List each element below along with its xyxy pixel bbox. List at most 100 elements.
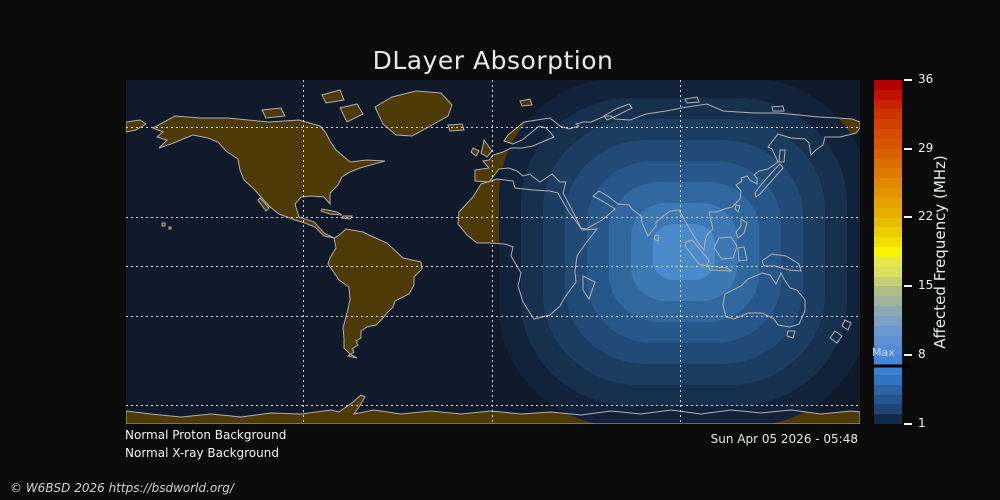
colorbar-tick-mark xyxy=(904,285,912,288)
landmass xyxy=(258,198,269,211)
colorbar-segment xyxy=(874,286,902,297)
colorbar-tick-mark xyxy=(904,422,912,425)
landmass xyxy=(778,149,786,163)
max-arrow-icon xyxy=(874,361,913,371)
xray-status-line: Normal X-ray Background xyxy=(125,446,279,460)
colorbar-segment xyxy=(874,129,902,140)
landmass xyxy=(737,246,748,262)
proton-status-line: Normal Proton Background xyxy=(125,428,287,442)
colorbar-segment xyxy=(874,119,902,130)
landmass xyxy=(480,138,493,158)
colorbar-tick-label: 15 xyxy=(918,278,934,293)
landmass xyxy=(474,103,860,252)
longitude-gridline xyxy=(303,80,304,424)
colorbar-segment xyxy=(874,227,902,238)
latitude-gridline xyxy=(126,217,860,218)
landmass xyxy=(771,105,785,112)
landmass xyxy=(126,119,147,133)
figure-title: DLayer Absorption xyxy=(372,46,614,75)
max-label: Max xyxy=(872,346,895,359)
colorbar-segment xyxy=(874,296,902,307)
landmass xyxy=(261,107,286,119)
landmass xyxy=(126,394,860,424)
colorbar-segment xyxy=(874,355,902,366)
colorbar-segment xyxy=(874,138,902,150)
landmass xyxy=(328,229,422,358)
landmass xyxy=(327,228,423,359)
colorbar-segment xyxy=(874,306,902,317)
colorbar-segment xyxy=(874,188,902,199)
longitude-gridline xyxy=(492,80,493,424)
max-frequency-marker: Max xyxy=(872,346,918,372)
landmass xyxy=(722,271,806,328)
colorbar-segment xyxy=(874,266,902,278)
colorbar-segment xyxy=(874,276,902,287)
latitude-gridline xyxy=(126,316,860,317)
landmass xyxy=(735,218,748,239)
colorbar-segment xyxy=(874,99,902,110)
colorbar-segment xyxy=(874,335,902,346)
colorbar-segment xyxy=(874,325,902,337)
colorbar-segment xyxy=(874,237,902,248)
landmass xyxy=(161,222,166,227)
colorbar-tick-mark xyxy=(904,79,912,81)
landmass xyxy=(653,234,660,242)
colorbar-tick-mark xyxy=(904,216,912,219)
colorbar-segment xyxy=(874,384,902,395)
landmass xyxy=(786,330,796,339)
absorption-contour-level-8 xyxy=(653,224,715,280)
landmass xyxy=(603,103,633,121)
colorbar-segment xyxy=(874,414,902,425)
colorbar-axis-label: Affected Frequency (MHz) xyxy=(931,155,949,349)
colorbar-segment xyxy=(874,168,902,179)
colorbar-segment xyxy=(874,197,902,209)
colorbar-tick-label: 29 xyxy=(918,140,934,155)
landmass xyxy=(734,204,741,213)
world-map xyxy=(126,80,860,424)
landmass xyxy=(457,178,599,320)
colorbar-tick-label: 22 xyxy=(918,209,934,224)
colorbar-segment xyxy=(874,109,902,120)
landmass xyxy=(320,208,343,216)
landmass xyxy=(321,89,345,104)
landmass xyxy=(470,147,480,157)
colorbar-segment xyxy=(874,374,902,386)
landmass xyxy=(339,103,364,123)
landmass xyxy=(761,253,802,272)
landmass xyxy=(374,90,453,137)
map-timestamp: Sun Apr 05 2026 - 05:48 xyxy=(710,432,858,446)
copyright-notice: © W6BSD 2026 https://bsdworld.org/ xyxy=(10,481,234,495)
landmass xyxy=(322,90,344,103)
landmass xyxy=(153,116,385,238)
landmass xyxy=(151,115,386,239)
colorbar-segment xyxy=(874,345,902,356)
landmass xyxy=(262,108,285,118)
landmass xyxy=(162,223,165,226)
landmass xyxy=(519,98,533,107)
landmass xyxy=(257,197,270,212)
landmass xyxy=(168,226,172,230)
colorbar-segment xyxy=(874,365,902,376)
coastlines xyxy=(126,89,860,424)
landmass xyxy=(375,91,452,136)
colorbar-segment xyxy=(874,148,902,160)
colorbar-segment xyxy=(874,80,902,91)
colorbar-segment xyxy=(874,247,902,258)
colorbar-segment xyxy=(874,178,902,189)
background-status: Normal Proton Background Normal X-ray Ba… xyxy=(125,426,286,462)
landmass xyxy=(340,104,363,122)
frequency-colorbar xyxy=(874,80,902,425)
landmass xyxy=(754,163,784,198)
landmass xyxy=(829,330,843,344)
colorbar-tick-label: 1 xyxy=(918,415,926,430)
colorbar-segment xyxy=(874,207,902,219)
landmass xyxy=(707,265,733,272)
colorbar-ticks: 36 29 22 15 8 1 xyxy=(902,72,962,430)
colorbar-segment xyxy=(874,256,902,268)
landmass xyxy=(321,209,342,215)
landmass xyxy=(684,96,700,104)
longitude-gridline xyxy=(680,80,681,424)
landmass xyxy=(447,123,465,132)
colorbar-segment xyxy=(874,404,902,415)
